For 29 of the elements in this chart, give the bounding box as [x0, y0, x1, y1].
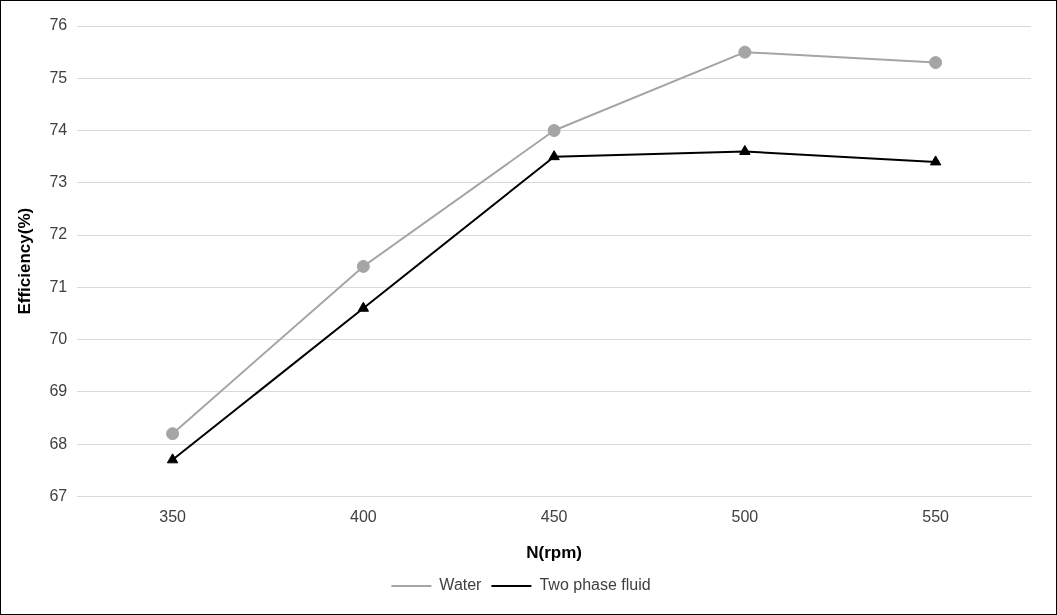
y-tick-label: 69 [49, 382, 68, 400]
x-axis-title: N(rpm) [526, 543, 582, 563]
point [357, 301, 370, 312]
point [738, 45, 752, 59]
point [929, 56, 943, 70]
point [547, 124, 561, 138]
x-tick-label: 500 [731, 508, 759, 526]
y-tick-label: 74 [49, 120, 68, 138]
x-tick-label: 350 [159, 508, 187, 526]
point [548, 150, 560, 161]
point [166, 427, 180, 441]
point [356, 259, 370, 273]
y-tick-label: 71 [49, 277, 68, 295]
y-tick-label: 67 [49, 486, 68, 504]
legend-label: Two phase fluid [539, 576, 651, 594]
y-tick-label: 73 [49, 173, 68, 191]
x-tick-label: 400 [349, 508, 377, 526]
y-tick-label: 70 [49, 330, 68, 348]
y-tick-label: 72 [49, 225, 68, 243]
point [166, 453, 179, 464]
legend-label: Water [439, 576, 483, 594]
y-tick-label: 68 [49, 434, 68, 452]
point [739, 144, 751, 155]
y-tick-label: 75 [49, 68, 68, 86]
point [929, 155, 942, 166]
x-tick-label: 450 [540, 508, 568, 526]
x-tick-label: 550 [922, 508, 950, 526]
y-axis-title: Efficiency(%) [14, 207, 34, 315]
y-tick-label: 76 [49, 16, 68, 34]
